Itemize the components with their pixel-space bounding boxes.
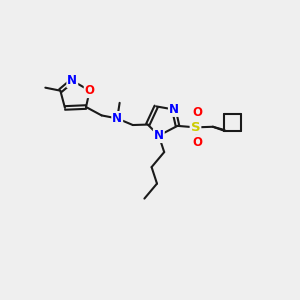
Text: O: O (192, 106, 202, 119)
Text: N: N (67, 74, 77, 87)
Text: N: N (112, 112, 122, 125)
Text: S: S (191, 121, 200, 134)
Text: N: N (154, 129, 164, 142)
Text: O: O (192, 136, 202, 148)
Text: O: O (85, 84, 95, 97)
Text: N: N (169, 103, 179, 116)
